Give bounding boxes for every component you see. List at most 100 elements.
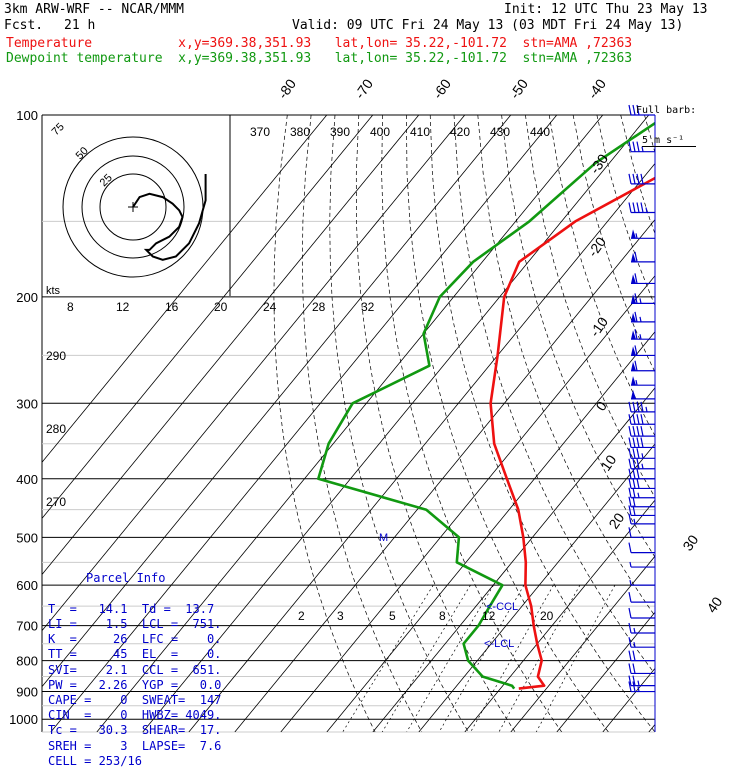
theta-label: 430 [490,125,510,139]
init-time: Init: 12 UTC Thu 23 May 13 [504,2,708,17]
temperature-legend: Temperature x,y=369.38,351.93 lat,lon= 3… [6,36,632,51]
wind-barb-half [642,464,643,469]
wind-barb-full [637,202,639,212]
wind-barb-full [633,437,635,447]
isotherm-label: -70 [351,76,376,102]
wind-barb-half [638,681,639,686]
theta-label: 440 [530,125,550,139]
hodo-units: kts [46,285,61,297]
wind-barb [629,448,655,458]
lcl-marker: <-LCL [484,638,514,650]
isotherm-line [603,115,740,732]
mixing-ratio-line [382,585,470,732]
wind-barb-full [633,174,635,184]
hodo-speed-label: 28 [312,300,326,314]
dry-adiabat-line [330,115,469,732]
parcel-info-row: SVI= 2.1 CCL = 651. [48,663,221,678]
wind-barb-half [634,519,635,524]
theta-low-label: 290 [46,349,66,363]
wind-barb [631,293,655,303]
wind-barb-full [637,448,639,458]
pressure-tick-label: 900 [16,685,38,700]
theta-low-label: 280 [46,422,66,436]
wind-barb-half [638,493,639,498]
wind-barb [629,488,655,498]
wind-barb-full [633,478,635,488]
wind-barb-flag [631,390,636,399]
wind-barb-full [629,202,631,212]
wind-barb-half [640,298,641,303]
wind-barb-full [629,105,631,115]
dry-adiabat-line [645,115,740,732]
pressure-tick-label: 400 [16,472,38,487]
pressure-tick-label: 1000 [9,712,38,727]
dry-adiabat-line [302,115,422,732]
valid-time: Valid: 09 UTC Fri 24 May 13 (03 MDT Fri … [292,18,683,33]
hodo-speed-label: 12 [116,300,130,314]
wind-barb-full [629,459,631,469]
theta-label: 370 [250,125,270,139]
wind-barb-full [629,608,631,618]
barb-legend-title: Full barb: [636,106,696,116]
dewpoint-legend: Dewpoint temperature x,y=369.38,351.93 l… [6,51,632,66]
wind-barb [631,376,655,385]
wind-barb-full [637,478,639,488]
parcel-info-title: Parcel Info [86,571,221,586]
wind-barb-full [641,437,643,447]
parcel-info-row: TT = 45 EL = 0. [48,647,221,662]
hodo-speed-label: 32 [361,300,375,314]
wind-barb-half [634,628,635,633]
wind-barb-half [630,580,631,585]
series-line-temperature [491,115,740,689]
barb-legend: Full barb: 5 m s⁻¹ [636,86,696,157]
wind-barb-full [633,488,635,498]
wind-barb [629,469,655,479]
wind-barb-full [629,426,631,436]
dry-adiabat-line [478,115,740,732]
isotherm-line [373,115,740,732]
isotherm-label: 0 [592,398,610,414]
forecast-label: Fcst. [4,18,43,33]
wind-barb-full [637,414,639,424]
pressure-tick-label: 100 [16,108,38,123]
wind-barb-full [637,437,639,447]
wind-barb-half [640,317,641,322]
hodo-speed-label: 16 [165,300,179,314]
wind-barb [631,312,655,322]
barb-legend-value: 5 m s⁻¹ [642,136,696,147]
isotherm-label: 40 [703,594,725,616]
wind-barb-full [637,426,639,436]
wind-barb [631,329,655,339]
dry-adiabat-line [274,115,375,732]
wind-barb [631,390,655,399]
isotherm-line [649,115,740,732]
dry-adiabat-line [430,115,655,732]
wind-barb [629,592,655,602]
hodo-ring-label: 25 [98,172,115,189]
wind-barb-full [633,426,635,436]
wind-barb-flag [631,229,636,238]
wind-barb [629,414,655,424]
isotherm-label: 20 [605,510,627,532]
wind-barb-full [633,414,635,424]
parcel-info-row: T = 14.1 Td = 13.7 [48,602,221,617]
hodo-ring-label: 75 [50,121,67,138]
parcel-info-row: Tc = 30.3 SHEAR= 17. [48,723,221,738]
wind-barb-full [629,543,631,553]
wind-barb [629,478,655,488]
wind-barb-half [636,380,637,385]
mixing-ratio-label: 3 [337,609,344,623]
wind-barb-full [629,651,631,661]
pressure-tick-label: 300 [16,396,38,411]
wind-barb [629,202,655,212]
wind-barb-full [629,527,631,537]
isotherm-line [189,115,695,732]
wind-barb-full [633,142,635,152]
wind-barb [629,426,655,436]
hodo-speed-label: 24 [263,300,277,314]
theta-label: 400 [370,125,390,139]
wind-barb-full [633,448,635,458]
wind-barb [629,437,655,447]
